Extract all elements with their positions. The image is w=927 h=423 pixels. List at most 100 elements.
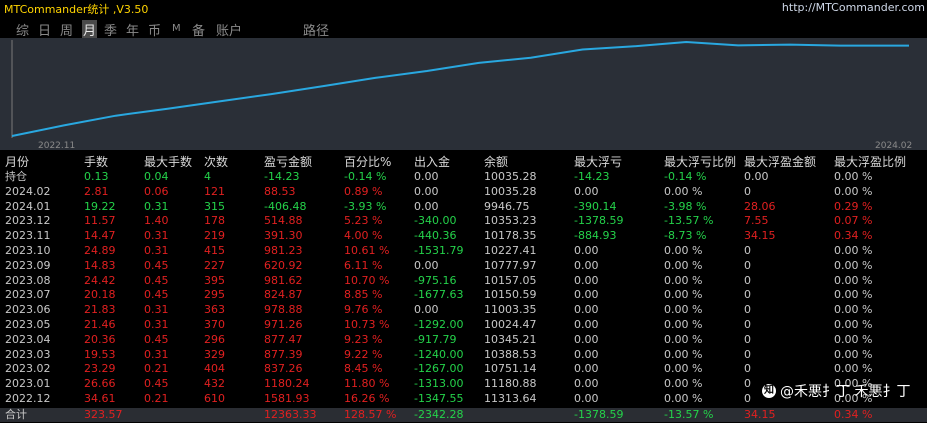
table-row[interactable]: 2023.07 20.18 0.45 295 824.87 8.85 % -1677.63 1… <box>0 288 927 302</box>
cell-io: 0.00 <box>414 170 439 183</box>
cell-pnl: -14.23 <box>264 170 300 183</box>
table-row[interactable]: 2023.05 21.46 0.31 370 971.26 10.73 % -1292.00… <box>0 318 927 332</box>
period-tab-2[interactable]: 周 <box>60 24 74 39</box>
cell-mddp: -13.57 % <box>664 214 714 228</box>
period-tab-8[interactable]: 备 <box>192 24 206 39</box>
period-tab-5[interactable]: 年 <box>126 24 140 39</box>
equity-chart-svg: 2022.11 2024.02 <box>11 40 912 150</box>
cell-mdd: 0.00 <box>574 332 599 346</box>
cell-mdd: 0.00 <box>574 392 599 405</box>
cell-mfe: 0 <box>744 288 751 302</box>
cell-pct: 8.45 % <box>344 362 383 376</box>
cell-pnl: 971.26 <box>264 318 303 331</box>
cell-pct: 10.73 % <box>344 318 390 331</box>
cell-pct: 11.80 % <box>344 377 390 391</box>
cell-io: 0.00 <box>414 199 439 213</box>
cell-m: 2023.04 <box>5 332 51 346</box>
cell-bal: 10388.53 <box>484 347 537 361</box>
cell-mddp: 0.00 % <box>664 244 703 257</box>
title-bar: MTCommander统计 ,V3.50 http://MTCommander.… <box>0 0 927 16</box>
cell-pct: 9.76 % <box>344 303 383 317</box>
period-tab-4[interactable]: 季 <box>104 24 118 39</box>
cell-mddp: 0.00 % <box>664 258 703 272</box>
cell-cnt: 227 <box>204 258 225 272</box>
cell-max_lots: 1.40 <box>144 214 169 228</box>
total-cell-pnl: 12363.33 <box>264 408 317 421</box>
table-row[interactable]: 2023.09 14.83 0.45 227 620.92 6.11 % 0.00 10777… <box>0 259 927 273</box>
cell-mddp: 0.00 % <box>664 392 703 405</box>
cell-mfep: 0.07 % <box>834 214 873 228</box>
period-tab-bar: 综日周月季年币 M 备账户 路径 <box>0 16 927 39</box>
cell-mdd: 0.00 <box>574 273 599 287</box>
cell-m: 2023.03 <box>5 347 51 361</box>
cell-cnt: 415 <box>204 244 225 257</box>
cell-bal: 11313.64 <box>484 392 537 405</box>
cell-mddp: 0.00 % <box>664 347 703 361</box>
table-row[interactable]: 2024.02 2.81 0.06 121 88.53 0.89 % 0.00 10035.2… <box>0 185 927 199</box>
table-header-row: 月份 手数 最大手数 次数 盈亏金额 百分比% 出入金 余额 最大浮亏 最大浮亏比例 最大浮盈金额 最… <box>0 155 927 169</box>
cell-lots: 0.13 <box>84 170 109 183</box>
total-cell-mfe: 34.15 <box>744 408 776 421</box>
cell-mdd: 0.00 <box>574 258 599 272</box>
cell-m: 2023.10 <box>5 244 51 257</box>
table-row[interactable]: 2023.12 11.57 1.40 178 514.88 5.23 % -340.00 10… <box>0 214 927 228</box>
period-tab-10[interactable]: 路径 <box>303 24 330 39</box>
column-header: 月份 <box>5 155 30 169</box>
period-tab-1[interactable]: 日 <box>38 24 52 39</box>
table-row[interactable]: 持仓 0.13 0.04 4 -14.23 -0.14 % 0.00 10035.28 -14.… <box>0 170 927 184</box>
cell-mdd: 0.00 <box>574 184 599 198</box>
cell-mfep: 0.00 % <box>834 392 873 405</box>
cell-m: 2023.11 <box>5 229 51 243</box>
cell-lots: 20.18 <box>84 288 116 302</box>
cell-pct: 8.85 % <box>344 288 383 302</box>
table-row[interactable]: 2023.10 24.89 0.31 415 981.23 10.61 % -1531.79… <box>0 244 927 258</box>
cell-lots: 14.47 <box>84 229 116 243</box>
cell-bal: 10035.28 <box>484 184 537 198</box>
cell-pct: -0.14 % <box>344 170 387 183</box>
period-tab-6[interactable]: 币 <box>148 24 162 39</box>
cell-cnt: 315 <box>204 199 225 213</box>
table-row[interactable]: 2023.01 26.66 0.45 432 1180.24 11.80 % -1313.0… <box>0 377 927 391</box>
table-row[interactable]: 2023.04 20.36 0.45 296 877.47 9.23 % -917.79 10… <box>0 333 927 347</box>
cell-bal: 10024.47 <box>484 318 537 331</box>
cell-mddp: 0.00 % <box>664 377 703 391</box>
cell-max_lots: 0.04 <box>144 170 169 183</box>
cell-mfe: 0 <box>744 347 751 361</box>
cell-mfep: 0.00 % <box>834 273 873 287</box>
cell-mfep: 0.00 % <box>834 377 873 391</box>
period-tab-9[interactable]: 账户 <box>216 24 243 39</box>
cell-mdd: 0.00 <box>574 288 599 302</box>
table-row[interactable]: 2022.12 34.61 0.21 610 1581.93 16.26 % -1347.5… <box>0 392 927 406</box>
cell-io: -1292.00 <box>414 318 464 331</box>
table-row[interactable]: 2023.08 24.42 0.45 395 981.62 10.70 % -975.16 1… <box>0 274 927 288</box>
cell-m: 2023.06 <box>5 303 51 317</box>
cell-lots: 11.57 <box>84 214 116 228</box>
cell-mfe: 0 <box>744 244 751 257</box>
cell-pnl: 877.39 <box>264 347 303 361</box>
cell-mdd: -390.14 <box>574 199 617 213</box>
cell-bal: 10150.59 <box>484 288 537 302</box>
table-row[interactable]: 2023.03 19.53 0.31 329 877.39 9.22 % -1240.00 1… <box>0 348 927 362</box>
table-row[interactable]: 2023.06 21.83 0.31 363 978.88 9.76 % 0.00 11003… <box>0 303 927 317</box>
cell-lots: 20.36 <box>84 332 116 346</box>
table-row[interactable]: 2023.02 23.29 0.21 404 837.26 8.45 % -1267.00 1… <box>0 362 927 376</box>
cell-io: -1677.63 <box>414 288 464 302</box>
table-row[interactable]: 2024.01 19.22 0.31 315 -406.48 -3.93 % 0.00 994… <box>0 200 927 214</box>
period-tab-7[interactable]: M <box>172 23 181 34</box>
cell-mfe: 0 <box>744 303 751 317</box>
cell-mddp: 0.00 % <box>664 273 703 287</box>
cell-mfe: 0 <box>744 184 751 198</box>
cell-mfep: 0.00 % <box>834 258 873 272</box>
app-title: MTCommander统计 ,V3.50 <box>4 3 149 16</box>
cell-mdd: 0.00 <box>574 244 599 257</box>
period-tab-3[interactable]: 月 <box>82 20 98 39</box>
cell-io: -1267.00 <box>414 362 464 376</box>
table-row[interactable]: 2023.11 14.47 0.31 219 391.30 4.00 % -440.36 10… <box>0 229 927 243</box>
cell-bal: 11003.35 <box>484 303 537 317</box>
cell-max_lots: 0.31 <box>144 229 169 243</box>
cell-mddp: 0.00 % <box>664 184 703 198</box>
cell-m: 2023.01 <box>5 377 51 391</box>
cell-mfe: 0 <box>744 392 751 405</box>
period-tab-0[interactable]: 综 <box>16 24 30 39</box>
website-link[interactable]: http://MTCommander.com <box>781 1 925 14</box>
